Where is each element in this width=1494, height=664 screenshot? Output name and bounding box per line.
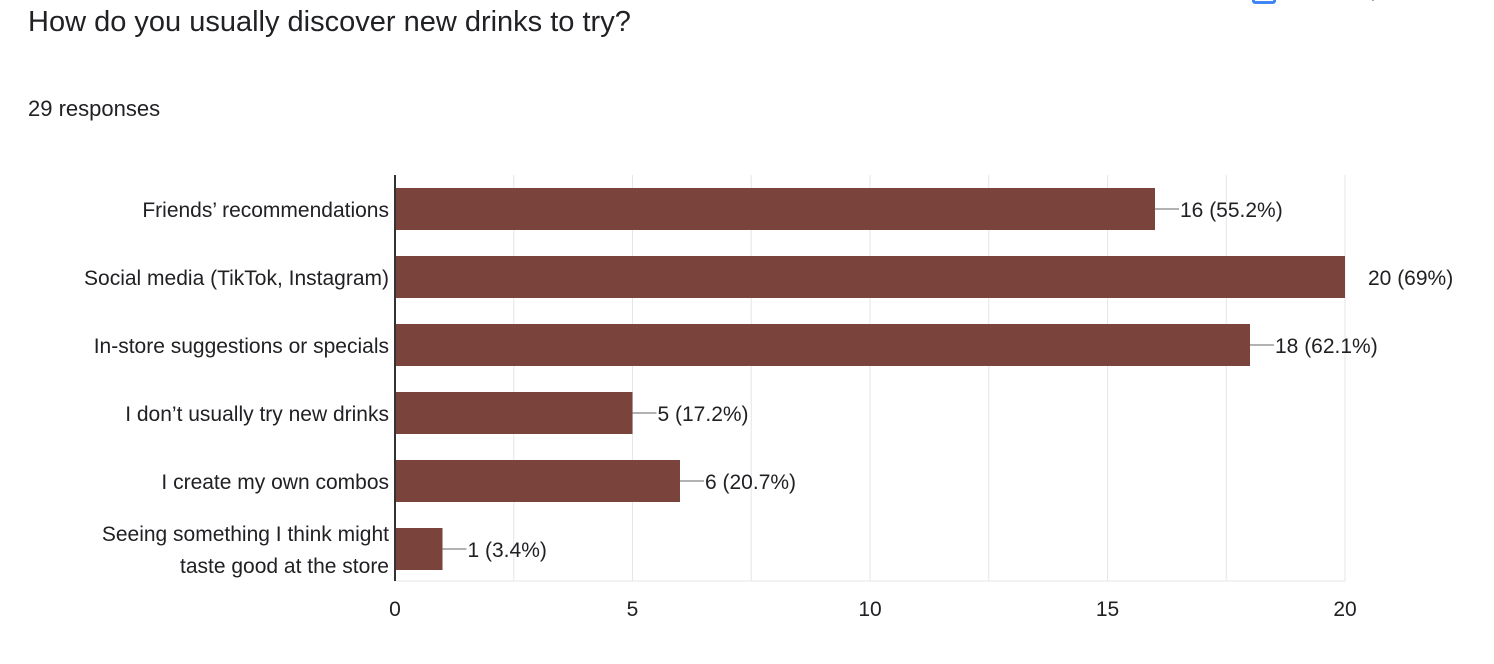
data-label: 1 (3.4%) — [468, 539, 547, 562]
category-label: Social media (TikTok, Instagram) — [84, 267, 389, 290]
category-label: taste good at the store — [180, 555, 389, 578]
bar — [395, 392, 633, 434]
data-label: 5 (17.2%) — [658, 403, 749, 426]
category-label: I create my own combos — [161, 471, 389, 494]
category-label: Friends’ recommendations — [142, 199, 389, 222]
x-tick-label: 15 — [1096, 598, 1119, 621]
x-tick-label: 5 — [627, 598, 639, 621]
more-options-icon[interactable]: ⋮ — [1364, 0, 1376, 2]
category-label: I don’t usually try new drinks — [125, 403, 389, 426]
x-tick-label: 0 — [389, 598, 401, 621]
bar — [395, 324, 1250, 366]
x-tick-label: 20 — [1333, 598, 1356, 621]
data-label: 20 (69%) — [1368, 267, 1453, 290]
data-label: 18 (62.1%) — [1275, 335, 1378, 358]
bar — [395, 528, 443, 570]
bar — [395, 460, 680, 502]
category-label: Seeing something I think might — [102, 523, 389, 546]
category-label: In-store suggestions or specials — [94, 335, 389, 358]
copy-chart-icon[interactable] — [1252, 0, 1276, 4]
response-count: 29 responses — [28, 96, 161, 121]
bar — [395, 256, 1345, 298]
x-tick-label: 10 — [858, 598, 881, 621]
question-title: How do you usually discover new drinks t… — [28, 6, 631, 38]
data-label: 16 (55.2%) — [1180, 199, 1283, 222]
data-label: 6 (20.7%) — [705, 471, 796, 494]
bar — [395, 188, 1155, 230]
